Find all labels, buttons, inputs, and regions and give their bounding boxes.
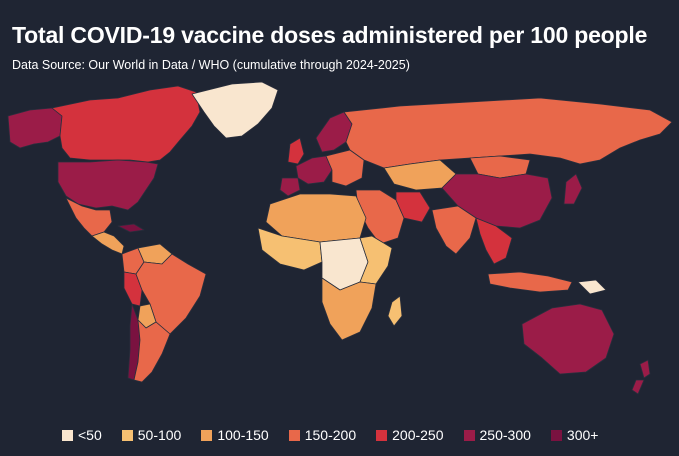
- region-india: [431, 205, 477, 255]
- region-scandinavia: [315, 111, 353, 153]
- region-uk: [287, 137, 305, 165]
- region-argentina: [133, 319, 171, 383]
- region-southern-africa: [321, 277, 377, 341]
- legend-label: 150-200: [304, 427, 357, 443]
- region-png: [577, 279, 607, 295]
- region-cuba: [117, 223, 145, 233]
- region-indonesia: [487, 271, 573, 293]
- region-madagascar: [387, 295, 403, 327]
- legend-item-150-200: 150-200: [288, 427, 357, 443]
- legend-item-50-100: 50-100: [121, 427, 182, 443]
- region-canada: [51, 85, 201, 163]
- region-japan: [563, 173, 583, 205]
- region-iberia: [279, 177, 301, 197]
- legend-swatch: [550, 429, 562, 441]
- region-western-europe: [295, 155, 333, 185]
- legend-item-200-250: 200-250: [376, 427, 444, 443]
- region-usa: [57, 159, 159, 211]
- region-west-africa: [257, 227, 323, 271]
- region-new-zealand: [631, 359, 651, 395]
- legend-swatch: [288, 429, 300, 441]
- legend-label: 300+: [566, 427, 599, 443]
- legend-swatch: [121, 429, 133, 441]
- legend-swatch: [463, 429, 475, 441]
- map-subtitle: Data Source: Our World in Data / WHO (cu…: [12, 58, 410, 72]
- legend-label: 250-300: [479, 427, 531, 443]
- legend-swatch: [62, 429, 73, 441]
- legend-label: <50: [78, 427, 102, 443]
- legend-item-300plus: 300+: [550, 427, 599, 443]
- region-greenland: [191, 81, 279, 139]
- region-southeast-asia: [475, 217, 513, 265]
- region-north-africa: [265, 193, 367, 243]
- legend-label: 100-150: [217, 427, 269, 443]
- region-east-africa: [359, 235, 393, 285]
- legend-item-250-300: 250-300: [463, 427, 531, 443]
- legend-label: 200-250: [392, 427, 444, 443]
- region-central-america: [91, 231, 125, 255]
- region-australia: [521, 303, 615, 375]
- legend-item-lt50: <50: [62, 427, 102, 443]
- map-legend: <50 50-100 100-150 150-200 200-250 250-3…: [62, 427, 598, 443]
- map-title: Total COVID-19 vaccine doses administere…: [12, 22, 648, 48]
- region-alaska: [7, 107, 63, 149]
- region-russia: [343, 97, 673, 169]
- legend-swatch: [201, 429, 213, 441]
- world-map: [7, 81, 673, 395]
- legend-label: 50-100: [137, 427, 182, 443]
- region-iran: [395, 191, 431, 223]
- legend-item-100-150: 100-150: [201, 427, 269, 443]
- region-mexico: [65, 197, 113, 237]
- legend-swatch: [376, 429, 388, 441]
